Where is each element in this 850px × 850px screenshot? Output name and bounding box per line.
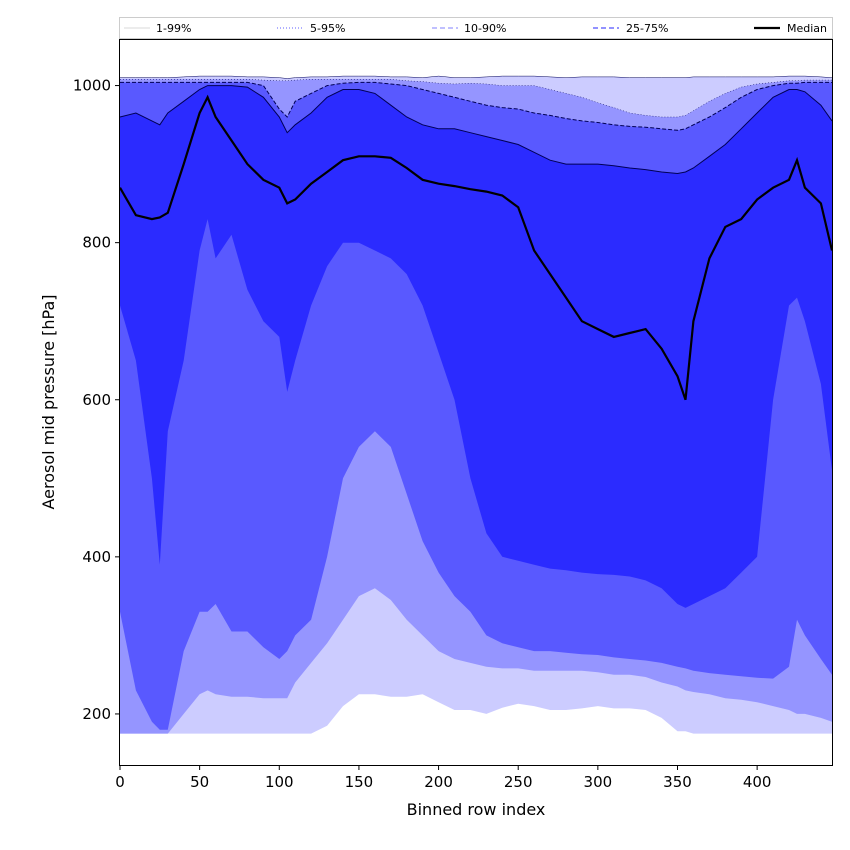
x-tick-label-300: 300 [584, 773, 613, 791]
plot-area [119, 75, 834, 734]
plot-frame [119, 39, 833, 766]
x-tick-label-100: 100 [265, 773, 294, 791]
legend-box [119, 17, 833, 39]
band-upper-edge-4 [119, 85, 833, 175]
legend-label-4: 25-75% [626, 22, 668, 35]
legend: 1-99% 5-95% 10-90% 25-75% Median [119, 17, 833, 39]
legend-label-2: 5-95% [310, 22, 345, 35]
y-tick-label-1000: 1000 [73, 77, 111, 95]
x-axis-label: Binned row index [407, 800, 546, 819]
y-tick-label-200: 200 [82, 705, 111, 723]
x-tick-label-200: 200 [424, 773, 453, 791]
y-tick-label-800: 800 [82, 234, 111, 252]
y-tick-label-400: 400 [82, 548, 111, 566]
band-upper-edge-2 [120, 79, 832, 118]
band-upper-edge-1 [120, 75, 833, 79]
band-25to75 [120, 85, 832, 608]
legend-label-3: 10-90% [464, 22, 506, 35]
y-axis-label: Aerosol mid pressure [hPa] [39, 294, 58, 509]
y-tick-label-600: 600 [82, 391, 111, 409]
x-tick-label-50: 50 [190, 773, 209, 791]
y-axis-ticks: 200 400 600 800 1000 [73, 77, 120, 723]
median-line [119, 94, 834, 401]
band-upper-edge-3 [120, 81, 832, 131]
legend-label-1: 1-99% [156, 22, 191, 35]
x-axis-ticks: 0 50 100 150 200 250 300 350 400 [115, 765, 771, 791]
x-tick-label-400: 400 [743, 773, 772, 791]
legend-label-5: Median [787, 22, 827, 35]
x-tick-label-350: 350 [663, 773, 692, 791]
x-tick-label-150: 150 [345, 773, 374, 791]
x-tick-label-0: 0 [115, 773, 125, 791]
x-tick-label-250: 250 [504, 773, 533, 791]
